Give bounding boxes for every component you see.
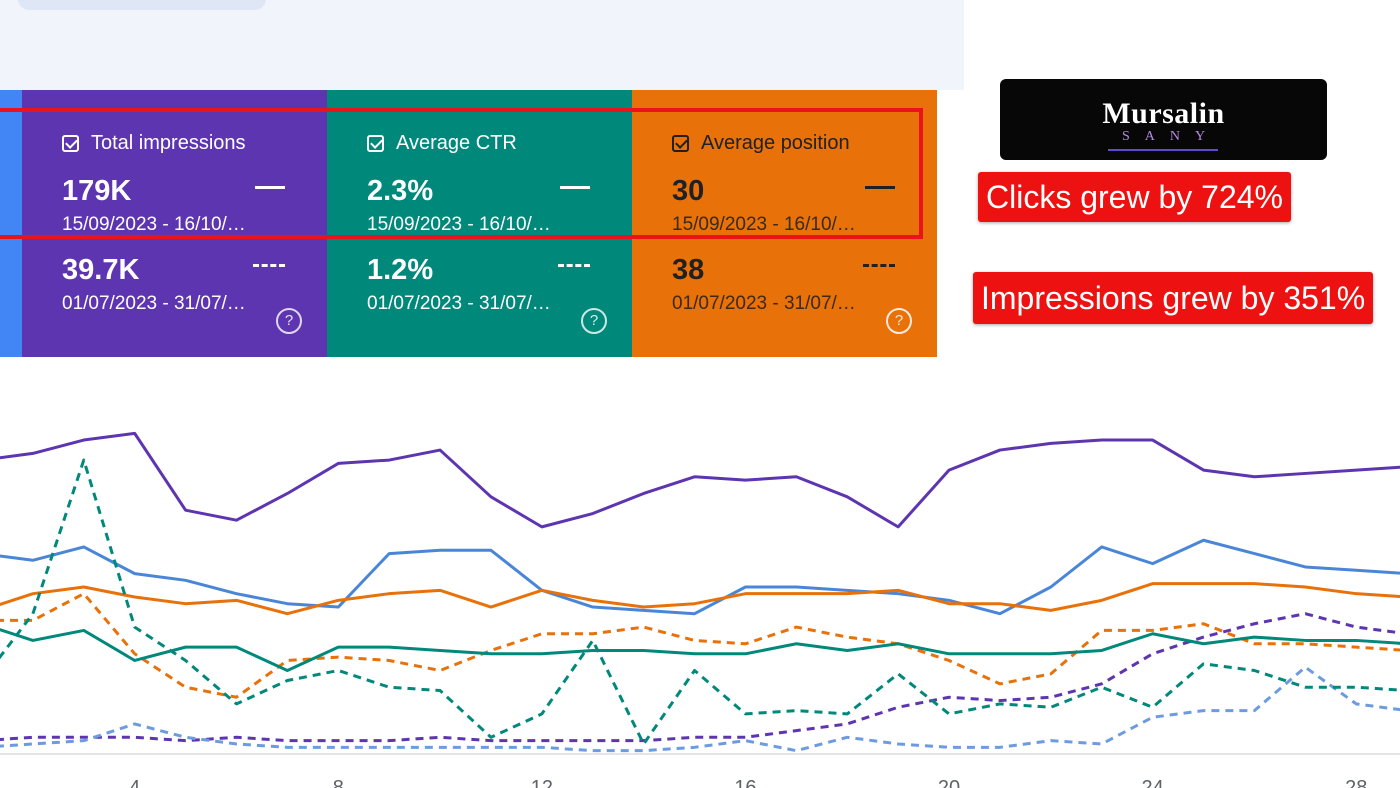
x-tick-label: 24 <box>1141 777 1163 788</box>
logo-subtitle: SANY <box>1121 129 1221 144</box>
metric-previous-value: 39.7K <box>62 254 140 286</box>
average-position-card[interactable]: Average position 30 15/09/2023 - 16/10/…… <box>632 90 937 357</box>
x-tick-label: 28 <box>1345 777 1367 788</box>
series-layer <box>0 431 1400 753</box>
metric-cards: Total impressions 179K 15/09/2023 - 16/1… <box>0 90 937 357</box>
checkbox-icon[interactable] <box>62 135 79 152</box>
metric-current-value: 179K <box>62 175 132 207</box>
previous-period-legend-icon <box>558 264 590 267</box>
search-console-header-panel <box>0 0 964 90</box>
x-tick-label: 12 <box>531 777 553 788</box>
date-filter-chip[interactable] <box>18 0 266 10</box>
metric-label: Total impressions <box>91 132 246 154</box>
total-impressions-card[interactable]: Total impressions 179K 15/09/2023 - 16/1… <box>22 90 327 357</box>
previous-period-legend-icon <box>253 264 285 267</box>
metric-label: Average CTR <box>396 132 517 154</box>
impressions-growth-callout: Impressions grew by 351% <box>973 272 1374 324</box>
previous-period-legend-icon <box>863 264 895 267</box>
series-line-6 <box>0 628 1400 672</box>
x-tick-label: 16 <box>734 777 756 788</box>
series-line-2 <box>0 665 1400 753</box>
previous-date-range: 01/07/2023 - 31/07/… <box>62 293 246 314</box>
series-line-7 <box>0 458 1400 746</box>
help-icon[interactable]: ? <box>886 308 912 334</box>
series-line-1 <box>0 612 1400 743</box>
total-clicks-card-edge[interactable] <box>0 90 22 357</box>
current-period-legend-icon <box>255 186 285 189</box>
previous-date-range: 01/07/2023 - 31/07/… <box>672 293 856 314</box>
metric-label: Average position <box>701 132 850 154</box>
performance-line-chart: 4 8 12 16 20 24 28 <box>0 431 1400 788</box>
current-period-legend-icon <box>865 186 895 189</box>
highlight-annotation-box <box>0 108 923 239</box>
current-date-range: 15/09/2023 - 16/10/… <box>62 214 246 235</box>
current-period-legend-icon <box>560 186 590 189</box>
previous-date-range: 01/07/2023 - 31/07/… <box>367 293 551 314</box>
metric-previous-value: 38 <box>672 254 705 286</box>
series-line-4 <box>0 582 1400 616</box>
series-line-5 <box>0 592 1400 699</box>
metric-current-value: 30 <box>672 175 705 207</box>
x-tick-layer: 4 8 12 16 20 24 28 <box>129 777 1367 788</box>
logo-underline <box>1108 149 1218 151</box>
series-line-0 <box>0 431 1400 529</box>
current-date-range: 15/09/2023 - 16/10/… <box>367 214 551 235</box>
x-tick-label: 4 <box>129 777 140 788</box>
checkbox-icon[interactable] <box>672 135 689 152</box>
logo-title: Mursalin <box>1102 97 1225 130</box>
checkbox-icon[interactable] <box>367 135 384 152</box>
brand-logo: Mursalin SANY <box>1000 79 1327 160</box>
metric-current-value: 2.3% <box>367 175 434 207</box>
metric-previous-value: 1.2% <box>367 254 434 286</box>
x-tick-label: 20 <box>938 777 960 788</box>
average-ctr-card[interactable]: Average CTR 2.3% 15/09/2023 - 16/10/… 1.… <box>327 90 632 357</box>
clicks-growth-callout: Clicks grew by 724% <box>978 172 1291 222</box>
help-icon[interactable]: ? <box>276 308 302 334</box>
current-date-range: 15/09/2023 - 16/10/… <box>672 214 856 235</box>
series-line-3 <box>0 538 1400 616</box>
x-tick-label: 8 <box>333 777 344 788</box>
help-icon[interactable]: ? <box>581 308 607 334</box>
